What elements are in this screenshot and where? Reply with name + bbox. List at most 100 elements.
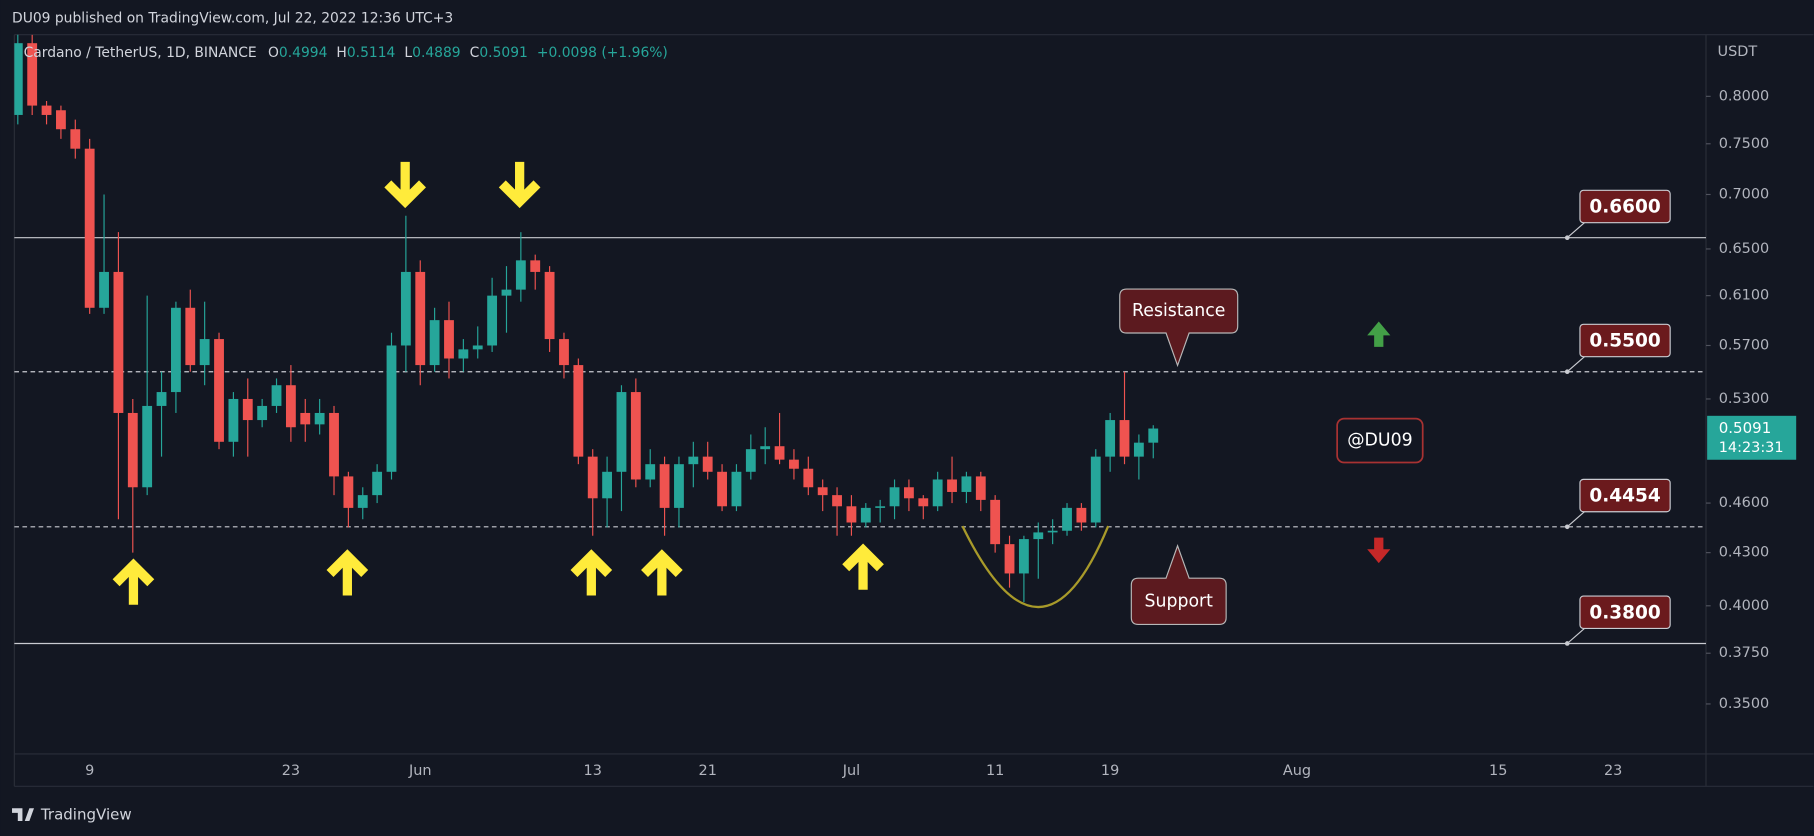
- candle-body: [56, 110, 66, 130]
- legend-value: 0.5114: [347, 45, 396, 61]
- candle-body: [285, 385, 296, 428]
- legend-value: 0.4889: [412, 45, 460, 61]
- level-label: 0.3800: [1589, 602, 1660, 623]
- level-box: [1579, 478, 1671, 513]
- candle-body: [113, 271, 124, 413]
- header: DU09 published on TradingView.com, Jul 2…: [12, 11, 453, 27]
- x-tick-label: 21: [699, 763, 717, 779]
- candle-body: [127, 412, 138, 488]
- legend-title: Cardano / TetherUS, 1D, BINANCE: [24, 45, 257, 61]
- candle-body: [717, 471, 727, 507]
- level-label: 0.6600: [1589, 197, 1660, 218]
- candle-body: [832, 495, 842, 507]
- level-pointer: [1566, 221, 1587, 239]
- candle-body: [803, 468, 814, 488]
- candle-body: [659, 464, 670, 508]
- candle-body: [329, 412, 339, 477]
- candle-body: [602, 471, 613, 499]
- candle-body: [1090, 456, 1101, 523]
- candle-body: [1148, 428, 1159, 443]
- candle-body: [199, 339, 210, 366]
- candle-body: [1004, 544, 1015, 574]
- candle-body: [630, 392, 641, 480]
- candle-body: [257, 405, 268, 421]
- candle-body: [587, 456, 598, 499]
- arrows: [112, 161, 1391, 608]
- candle-body: [745, 449, 756, 472]
- candle-body: [702, 456, 713, 472]
- x-tick-label: 13: [584, 763, 602, 779]
- support-callout: [1130, 544, 1227, 625]
- candle-body: [645, 464, 656, 480]
- candle-body: [487, 295, 498, 346]
- candle-body: [544, 271, 555, 340]
- candle-body: [674, 464, 684, 508]
- candle-body: [947, 479, 957, 492]
- candle-body: [214, 339, 224, 442]
- level-box: [1579, 323, 1671, 358]
- candle-body: [1105, 420, 1116, 457]
- candle-body: [889, 487, 900, 507]
- y-tick-label: 0.3750: [1719, 645, 1770, 661]
- candle-body: [1047, 530, 1058, 533]
- level-dot: [1564, 524, 1570, 530]
- candle-body: [429, 320, 440, 366]
- legend-letter: C: [470, 45, 480, 61]
- candle-body: [27, 43, 38, 106]
- level-label: 0.5500: [1589, 331, 1660, 352]
- resistance-callout: [1119, 288, 1239, 368]
- candle-body: [271, 385, 282, 406]
- candle-body: [774, 446, 785, 460]
- y-tick-label: 0.3500: [1719, 696, 1770, 712]
- y-tick-label: 0.6100: [1719, 288, 1770, 304]
- price-tag-label: 0.5091: [1719, 419, 1772, 437]
- watermark-box: [1336, 417, 1424, 464]
- brand: TradingView: [40, 806, 132, 824]
- candle-body: [343, 476, 354, 508]
- y-tick-label: 0.4600: [1719, 495, 1770, 511]
- candle-body: [688, 456, 699, 465]
- x-tick-label: Aug: [1283, 763, 1311, 779]
- y-tick-label: 0.5300: [1719, 391, 1770, 407]
- candle-body: [975, 476, 986, 500]
- candle-body: [314, 412, 325, 425]
- legend-letter: H: [336, 45, 346, 61]
- candle-body: [415, 271, 426, 366]
- candle-body: [1133, 442, 1144, 457]
- candle-body: [70, 129, 81, 149]
- candle-body: [300, 412, 311, 425]
- level-dot: [1564, 641, 1570, 646]
- candle-body: [789, 459, 799, 469]
- candle-body: [372, 471, 383, 496]
- candle-body: [1062, 507, 1072, 531]
- candle-body: [444, 320, 454, 359]
- x-tick-label: Jul: [842, 763, 860, 779]
- level-pointer: [1566, 510, 1587, 528]
- candle-body: [817, 487, 828, 496]
- candle-body: [84, 148, 95, 308]
- candle-body: [932, 479, 943, 507]
- candle-body: [875, 506, 886, 508]
- legend: Cardano / TetherUS, 1D, BINANCE O0.4994 …: [24, 45, 668, 61]
- candle-body: [41, 105, 52, 115]
- brand-logo: [12, 808, 34, 821]
- candle-body: [961, 476, 972, 492]
- red-arrow: [1367, 537, 1391, 564]
- candle-body: [386, 345, 397, 472]
- level-pointer: [1566, 626, 1587, 644]
- candle-body: [357, 495, 368, 508]
- y-tick-label: 0.4000: [1719, 598, 1770, 614]
- candle-body: [918, 498, 929, 507]
- candle-body: [559, 339, 569, 366]
- cup-curve: [961, 525, 1110, 608]
- candle-body: [530, 260, 541, 272]
- candle-body: [616, 392, 627, 472]
- candle-body: [228, 398, 239, 442]
- x-tick-label: 11: [986, 763, 1004, 779]
- y-tick-label: 0.5700: [1719, 337, 1770, 353]
- candle-body: [156, 392, 167, 406]
- level-pointer: [1566, 355, 1587, 373]
- candle-body: [458, 349, 469, 359]
